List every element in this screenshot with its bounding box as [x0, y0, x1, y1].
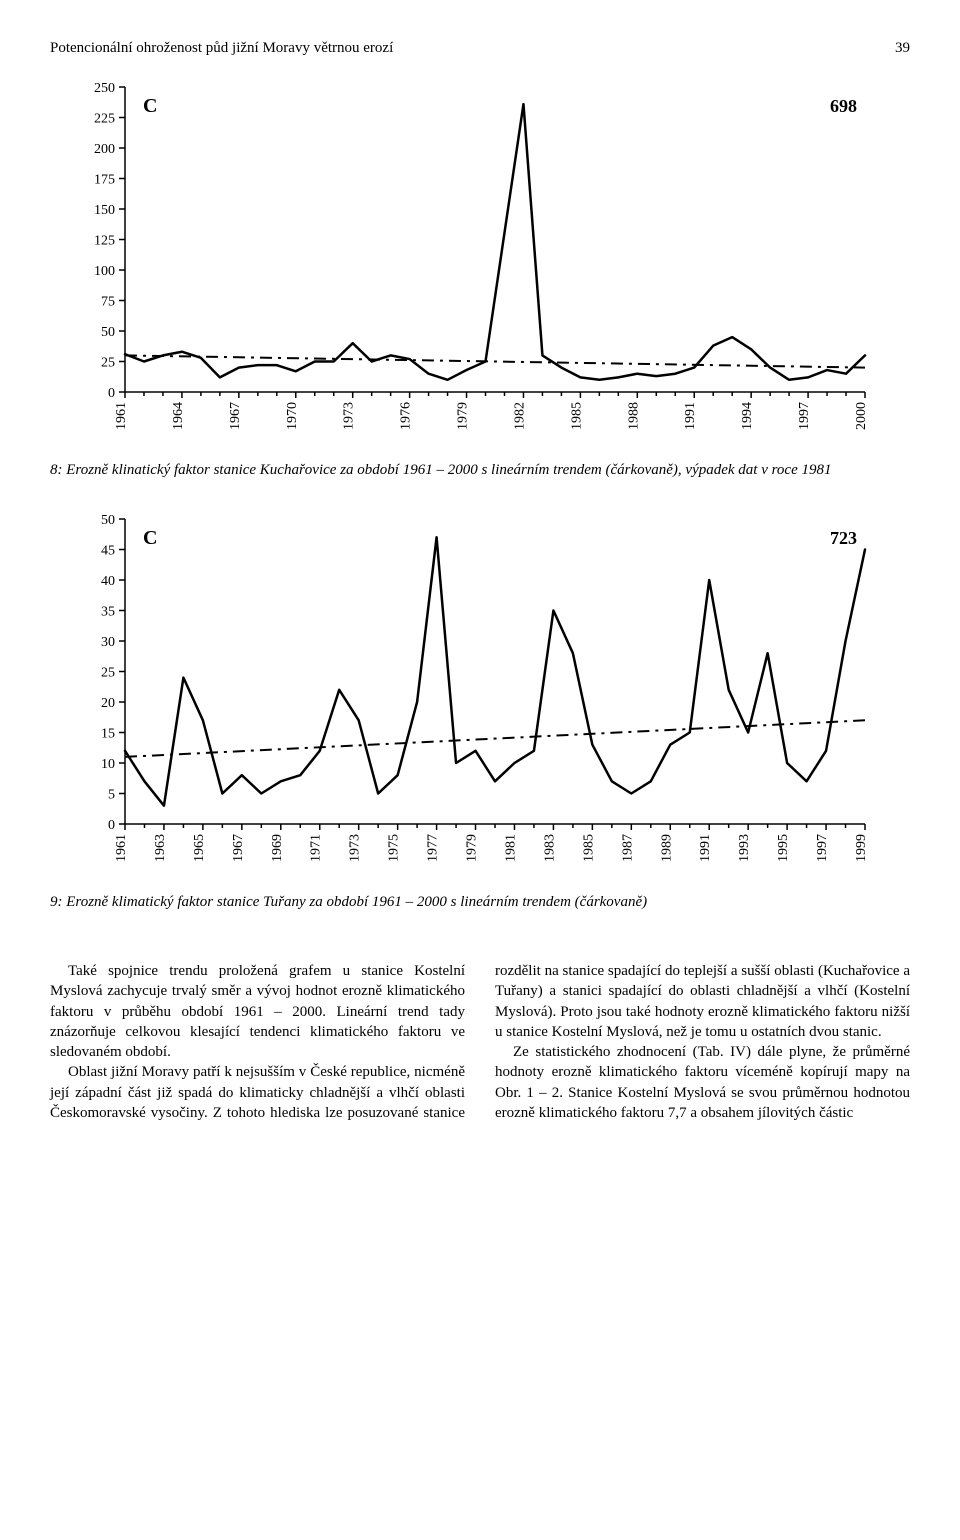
- svg-text:25: 25: [101, 666, 115, 681]
- svg-text:1982: 1982: [512, 402, 527, 430]
- chart1-svg: 0 25 50 75 100 125 150 175 200 225 250 1961 1964 1967…: [70, 77, 875, 447]
- header-title: Potencionální ohroženost půd jižní Morav…: [50, 40, 393, 57]
- svg-text:1985: 1985: [581, 834, 596, 862]
- body-text-columns: Také spojnice trendu proložená grafem u …: [50, 961, 910, 1123]
- svg-text:C: C: [143, 527, 157, 549]
- svg-text:35: 35: [101, 605, 115, 620]
- svg-text:25: 25: [101, 356, 115, 371]
- running-header: Potencionální ohroženost půd jižní Morav…: [50, 40, 910, 57]
- svg-text:C: C: [143, 95, 157, 117]
- svg-text:1961: 1961: [114, 834, 129, 862]
- svg-text:1970: 1970: [285, 402, 300, 430]
- svg-text:1973: 1973: [342, 402, 357, 430]
- figure-8-caption: 8: Erozně klinatický faktor stanice Kuch…: [50, 462, 910, 479]
- svg-text:1964: 1964: [171, 402, 186, 430]
- svg-text:1991: 1991: [683, 402, 698, 430]
- svg-text:1976: 1976: [399, 402, 414, 430]
- svg-text:1981: 1981: [503, 834, 518, 862]
- figure-9-chart: 0 5 10 15 20 25 30 35 40 45 50 1961 1963 1965 1967 1969…: [70, 509, 890, 879]
- svg-text:250: 250: [94, 81, 115, 96]
- svg-text:1987: 1987: [620, 834, 635, 862]
- svg-text:175: 175: [94, 173, 115, 188]
- svg-text:1988: 1988: [626, 402, 641, 430]
- svg-text:1997: 1997: [797, 402, 812, 430]
- svg-text:1979: 1979: [465, 834, 480, 862]
- header-page-number: 39: [895, 40, 910, 57]
- svg-text:1983: 1983: [542, 834, 557, 862]
- svg-text:1993: 1993: [737, 834, 752, 862]
- svg-text:20: 20: [101, 696, 115, 711]
- svg-text:1989: 1989: [659, 834, 674, 862]
- figure-9-caption: 9: Erozně klimatický faktor stanice Tuřa…: [50, 894, 910, 911]
- svg-text:698: 698: [830, 96, 857, 116]
- svg-text:2000: 2000: [854, 402, 869, 430]
- svg-text:30: 30: [101, 635, 115, 650]
- svg-text:1971: 1971: [309, 834, 324, 862]
- svg-text:1979: 1979: [456, 402, 471, 430]
- svg-text:1994: 1994: [740, 402, 755, 430]
- svg-text:225: 225: [94, 112, 115, 127]
- body-paragraph: Také spojnice trendu proložená grafem u …: [50, 961, 465, 1062]
- svg-text:1961: 1961: [114, 402, 129, 430]
- svg-text:150: 150: [94, 203, 115, 218]
- svg-text:50: 50: [101, 513, 115, 528]
- figure-8-chart: 0 25 50 75 100 125 150 175 200 225 250 1961 1964 1967…: [70, 77, 890, 447]
- chart2-svg: 0 5 10 15 20 25 30 35 40 45 50 1961 1963 1965 1967 1969…: [70, 509, 875, 879]
- svg-text:1967: 1967: [231, 834, 246, 862]
- svg-text:40: 40: [101, 574, 115, 589]
- svg-text:0: 0: [108, 386, 115, 401]
- svg-text:45: 45: [101, 544, 115, 559]
- svg-text:1995: 1995: [776, 834, 791, 862]
- svg-text:1973: 1973: [348, 834, 363, 862]
- svg-text:100: 100: [94, 264, 115, 279]
- svg-text:125: 125: [94, 234, 115, 249]
- svg-text:0: 0: [108, 818, 115, 833]
- svg-text:1977: 1977: [426, 834, 441, 862]
- svg-text:723: 723: [830, 528, 857, 548]
- svg-text:1963: 1963: [153, 834, 168, 862]
- svg-text:5: 5: [108, 788, 115, 803]
- svg-text:1999: 1999: [854, 834, 869, 862]
- svg-text:1997: 1997: [815, 834, 830, 862]
- svg-text:75: 75: [101, 295, 115, 310]
- body-paragraph: Ze statistického zhodnocení (Tab. IV) dá…: [495, 1042, 910, 1123]
- svg-text:1969: 1969: [270, 834, 285, 862]
- svg-text:200: 200: [94, 142, 115, 157]
- svg-text:10: 10: [101, 757, 115, 772]
- svg-text:1967: 1967: [228, 402, 243, 430]
- svg-text:1975: 1975: [387, 834, 402, 862]
- svg-text:1991: 1991: [698, 834, 713, 862]
- svg-text:15: 15: [101, 727, 115, 742]
- svg-text:50: 50: [101, 325, 115, 340]
- svg-text:1985: 1985: [569, 402, 584, 430]
- svg-text:1965: 1965: [192, 834, 207, 862]
